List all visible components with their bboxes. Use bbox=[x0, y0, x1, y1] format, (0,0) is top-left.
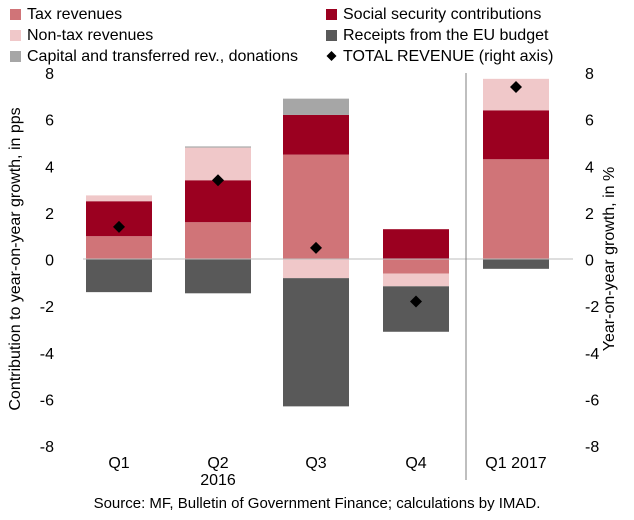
legend-label: Receipts from the EU budget bbox=[343, 27, 549, 44]
y2-tick-label: -4 bbox=[585, 346, 599, 363]
legend-swatch bbox=[326, 30, 337, 41]
left-axis-ticks: -8 -6 -4 -2 0 2 4 6 8 bbox=[40, 66, 54, 456]
y2-tick-label: 4 bbox=[585, 159, 594, 176]
legend-label: TOTAL REVENUE (right axis) bbox=[343, 48, 553, 65]
y-tick-label: -2 bbox=[40, 299, 54, 316]
legend-label: Non-tax revenues bbox=[27, 27, 153, 44]
bar-segment bbox=[86, 236, 152, 260]
bar-segment bbox=[86, 195, 152, 202]
y-tick-label: -8 bbox=[40, 439, 54, 456]
legend-swatch bbox=[10, 51, 21, 62]
bar-segment bbox=[185, 146, 251, 148]
bars bbox=[86, 78, 549, 407]
legend-swatch bbox=[326, 51, 337, 61]
bar-segment bbox=[185, 180, 251, 223]
legend-label: Capital and transferred rev., donations bbox=[27, 48, 298, 65]
bar-segment bbox=[283, 114, 349, 155]
y-tick-label: 2 bbox=[45, 206, 54, 223]
x-tick-label: Q4 bbox=[405, 455, 426, 472]
total-revenue-marker bbox=[113, 220, 125, 233]
y2-tick-label: -6 bbox=[585, 392, 599, 409]
x-tick-label: Q2 bbox=[207, 455, 228, 472]
y-tick-label: -4 bbox=[40, 346, 54, 363]
y-tick-label: 8 bbox=[45, 66, 54, 83]
bar-segment bbox=[483, 110, 549, 160]
y-tick-label: -6 bbox=[40, 392, 54, 409]
legend-label: Social security contributions bbox=[343, 6, 541, 23]
bar-segment bbox=[283, 259, 349, 279]
bar-segment bbox=[185, 222, 251, 260]
total-revenue-marker bbox=[510, 80, 522, 93]
legend: Tax revenues Social security contribution… bbox=[10, 6, 553, 65]
y-tick-label: 0 bbox=[45, 253, 54, 270]
bar-segment bbox=[383, 286, 449, 332]
total-revenue-marker bbox=[410, 295, 422, 308]
legend-swatch bbox=[326, 9, 337, 20]
y-axis-label: Contribution to year-on-year growth, in … bbox=[7, 107, 24, 410]
legend-label: Tax revenues bbox=[27, 6, 122, 23]
y-tick-label: 6 bbox=[45, 113, 54, 130]
x-axis-labels: Q1 Q2 Q3 Q4 Q1 2017 bbox=[108, 455, 546, 472]
total-revenue-marker bbox=[212, 174, 224, 187]
bar-segment bbox=[86, 259, 152, 293]
source-note: Source: MF, Bulletin of Government Finan… bbox=[94, 495, 541, 512]
x-tick-label: Q1 bbox=[108, 455, 129, 472]
total-revenue-marker bbox=[310, 241, 322, 254]
bar-segment bbox=[483, 259, 549, 269]
y2-axis-label: Year-on-year growth, in % bbox=[601, 167, 618, 351]
x-tick-label: Q1 2017 bbox=[485, 455, 546, 472]
x-tick-label: Q3 bbox=[305, 455, 326, 472]
y2-tick-label: -2 bbox=[585, 299, 599, 316]
bar-segment bbox=[383, 259, 449, 274]
y2-tick-label: 0 bbox=[585, 253, 594, 270]
legend-swatch bbox=[10, 30, 21, 41]
y2-tick-label: 6 bbox=[585, 113, 594, 130]
right-axis-ticks: -8 -6 -4 -2 0 2 4 6 8 bbox=[585, 66, 599, 456]
total-revenue-markers bbox=[113, 80, 522, 308]
bar-segment bbox=[383, 273, 449, 287]
bar-segment bbox=[283, 98, 349, 115]
y2-tick-label: -8 bbox=[585, 439, 599, 456]
bar-segment bbox=[185, 259, 251, 294]
x-group-label: 2016 bbox=[200, 472, 236, 489]
y2-tick-label: 2 bbox=[585, 206, 594, 223]
bar-segment bbox=[283, 278, 349, 407]
y2-tick-label: 8 bbox=[585, 66, 594, 83]
legend-swatch bbox=[10, 9, 21, 20]
bar-segment bbox=[383, 229, 449, 260]
bar-segment bbox=[483, 159, 549, 260]
y-tick-label: 4 bbox=[45, 159, 54, 176]
